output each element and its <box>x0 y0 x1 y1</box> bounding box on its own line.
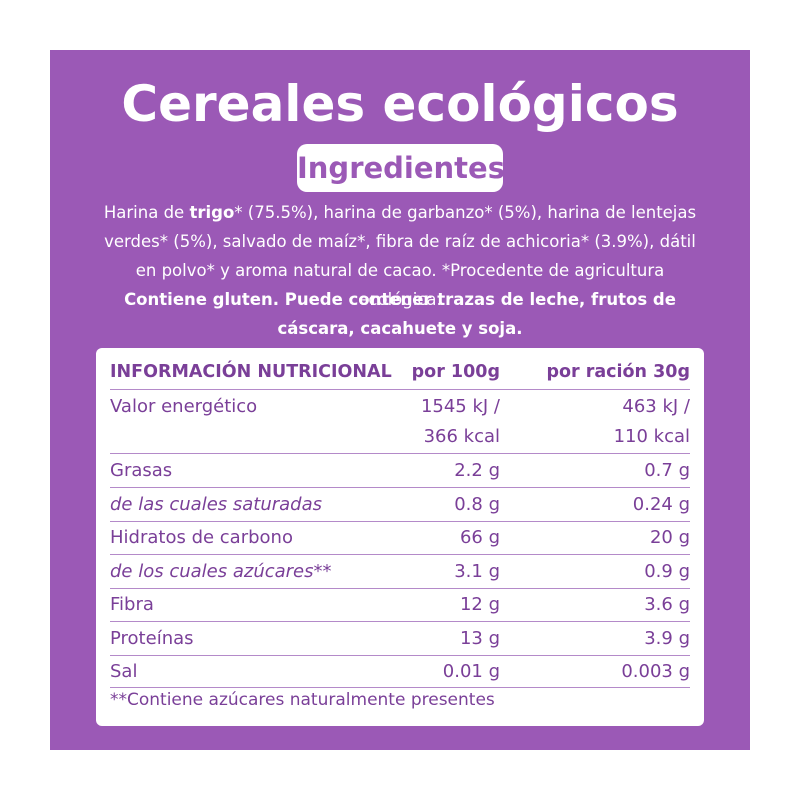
row-per30: 3.9 g <box>644 628 690 649</box>
row-per30: 0.003 g <box>621 661 690 682</box>
ingredients-text: Harina de trigo* (75.5%), harina de garb… <box>100 198 700 314</box>
row-label: Fibra <box>110 594 154 615</box>
header-per-100g: por 100g <box>411 362 500 382</box>
energy-per100-kcal: 366 kcal <box>423 426 500 447</box>
energy-per30-kcal: 110 kcal <box>613 426 690 447</box>
row-per100: 2.2 g <box>454 460 500 481</box>
row-per30: 0.7 g <box>644 460 690 481</box>
table-header-row: INFORMACIÓN NUTRICIONAL por 100g por rac… <box>110 356 690 390</box>
row-per100: 66 g <box>459 527 500 548</box>
table-row: Hidratos de carbono 66 g 20 g <box>110 521 690 555</box>
product-title: Cereales ecológicos <box>121 75 679 133</box>
row-label: de los cuales azúcares** <box>110 561 332 582</box>
ingredients-post: * (75.5%), harina de garbanzo* (5%), har… <box>104 203 697 309</box>
row-per100: 0.01 g <box>442 661 500 682</box>
header-per-serving: por ración 30g <box>546 362 690 382</box>
allergen-warning: Contiene gluten. Puede contener trazas d… <box>124 290 676 338</box>
ingredients-pre: Harina de <box>103 203 190 222</box>
table-row-energy: Valor energético 1545 kJ / 366 kcal 463 … <box>110 390 690 454</box>
table-footnote: **Contiene azúcares naturalmente present… <box>110 690 495 710</box>
table-row: de las cuales saturadas 0.8 g 0.24 g <box>110 488 690 522</box>
row-label: Valor energético <box>110 396 258 417</box>
row-per100: 3.1 g <box>454 561 500 582</box>
row-per30: 3.6 g <box>644 594 690 615</box>
row-label: Sal <box>110 661 138 682</box>
ingredients-allergen: trigo <box>189 203 235 222</box>
row-per100: 0.8 g <box>454 494 500 515</box>
row-label: de las cuales saturadas <box>110 494 323 515</box>
table-row: Proteínas 13 g 3.9 g <box>110 622 690 656</box>
table-row: Grasas 2.2 g 0.7 g <box>110 454 690 488</box>
nutrition-table: INFORMACIÓN NUTRICIONAL por 100g por rac… <box>96 348 704 726</box>
row-label: Grasas <box>110 460 173 481</box>
header-nutrition-info: INFORMACIÓN NUTRICIONAL <box>110 362 392 382</box>
row-per30: 0.9 g <box>644 561 690 582</box>
table-row: Fibra 12 g 3.6 g <box>110 588 690 622</box>
row-per30: 0.24 g <box>632 494 690 515</box>
ingredients-badge: Ingredientes <box>297 144 505 192</box>
row-label: Hidratos de carbono <box>110 527 293 548</box>
row-per100: 13 g <box>459 628 500 649</box>
row-per30: 20 g <box>649 527 690 548</box>
row-label: Proteínas <box>110 628 194 649</box>
table-row: de los cuales azúcares** 3.1 g 0.9 g <box>110 555 690 589</box>
energy-per30-kj: 463 kJ / <box>622 396 690 417</box>
table-row: Sal 0.01 g 0.003 g <box>110 655 690 688</box>
row-per100: 12 g <box>459 594 500 615</box>
energy-per100-kj: 1545 kJ / <box>420 396 500 417</box>
